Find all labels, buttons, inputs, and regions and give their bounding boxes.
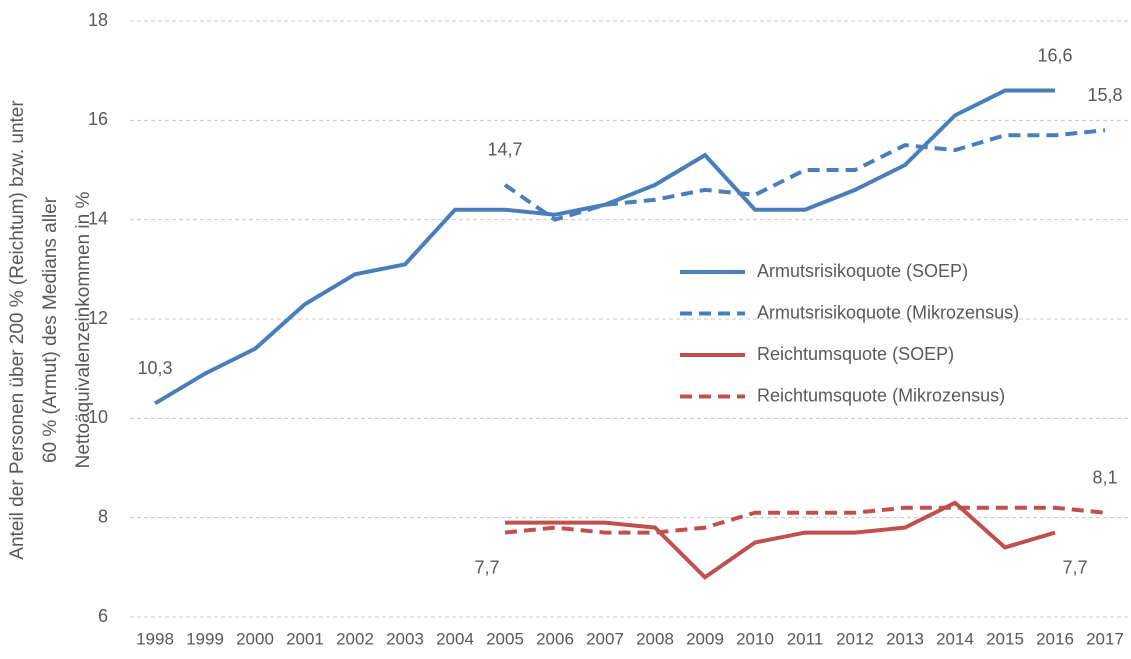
x-tick-label: 1999 xyxy=(186,629,224,648)
line-series xyxy=(505,500,1056,580)
y-axis-label-line: Nettoäquivalenzeinkommen in % xyxy=(73,192,94,469)
x-tick-label: 2010 xyxy=(736,629,774,648)
data-label: 7,7 xyxy=(474,557,499,577)
x-tick-label: 2004 xyxy=(436,629,474,648)
data-label: 14,7 xyxy=(487,140,522,160)
x-tick-label: 2012 xyxy=(836,629,874,648)
legend-label: Reichtumsquote (Mikrozensus) xyxy=(757,385,1005,405)
x-tick-label: 2017 xyxy=(1086,629,1124,648)
data-label: 10,3 xyxy=(137,358,172,378)
line-series xyxy=(503,128,1106,222)
x-tick-label: 2013 xyxy=(886,629,924,648)
y-tick-label: 10 xyxy=(88,407,108,427)
legend-label: Reichtumsquote (SOEP) xyxy=(757,344,954,364)
legend-label: Armutsrisikoquote (SOEP) xyxy=(757,261,968,281)
data-label: 7,7 xyxy=(1062,557,1087,577)
data-label: 15,8 xyxy=(1087,85,1122,105)
x-tick-label: 2011 xyxy=(787,629,824,648)
x-tick-label: 2008 xyxy=(636,629,674,648)
x-tick-label: 2006 xyxy=(536,629,574,648)
y-axis-label: Anteil der Personen über 200 % (Reichtum… xyxy=(7,100,94,560)
x-tick-label: 2003 xyxy=(386,629,424,648)
x-tick-label: 2016 xyxy=(1036,629,1074,648)
x-tick-label: 2007 xyxy=(586,629,624,648)
y-tick-label: 6 xyxy=(98,606,108,626)
y-tick-label: 14 xyxy=(88,208,108,228)
x-tick-label: 2001 xyxy=(286,629,324,648)
y-axis-label-line: 60 % (Armut) des Medians aller xyxy=(40,196,61,463)
y-tick-label: 18 xyxy=(88,10,108,30)
y-tick-label: 8 xyxy=(98,506,108,526)
line-series xyxy=(504,505,1106,535)
x-tick-label: 2000 xyxy=(236,629,274,648)
legend-label: Armutsrisikoquote (Mikrozensus) xyxy=(757,302,1019,322)
data-label: 16,6 xyxy=(1037,45,1072,65)
y-axis-label-line: Anteil der Personen über 200 % (Reichtum… xyxy=(7,100,28,560)
x-tick-label: 2002 xyxy=(336,629,374,648)
x-tick-label: 2014 xyxy=(936,629,974,648)
data-label: 8,1 xyxy=(1092,467,1117,487)
y-tick-label: 12 xyxy=(88,308,108,328)
x-tick-label: 1998 xyxy=(136,629,174,648)
x-tick-label: 2015 xyxy=(986,629,1024,648)
y-tick-label: 16 xyxy=(88,109,108,129)
x-tick-label: 2009 xyxy=(686,629,724,648)
x-tick-label: 2005 xyxy=(486,629,524,648)
line-series xyxy=(153,88,1055,406)
